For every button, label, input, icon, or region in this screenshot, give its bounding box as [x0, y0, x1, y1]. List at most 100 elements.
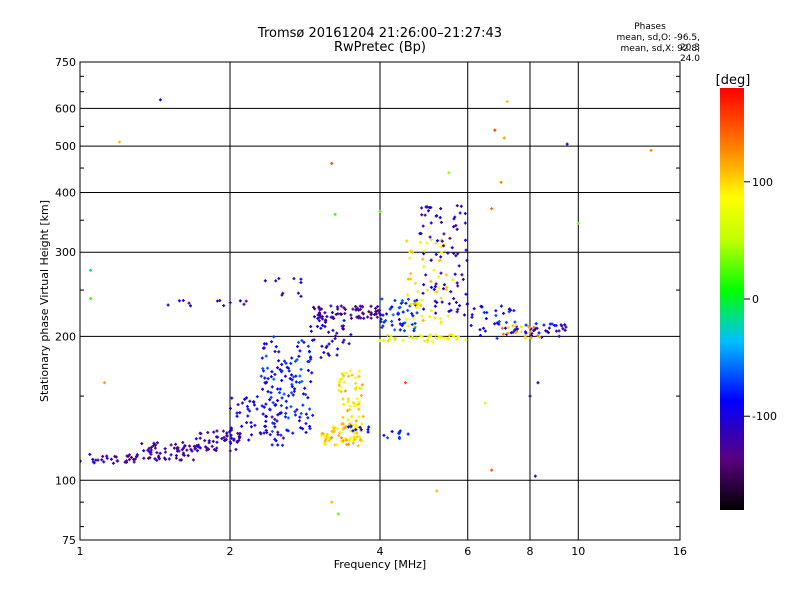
data-point	[212, 448, 216, 452]
y-tick-label: 300	[55, 246, 76, 259]
data-point	[188, 444, 192, 448]
data-point	[426, 336, 430, 340]
data-point	[483, 329, 487, 333]
data-point	[362, 316, 366, 320]
data-point	[485, 311, 489, 315]
data-points	[80, 98, 653, 516]
data-point	[524, 323, 528, 327]
data-point	[330, 161, 334, 165]
data-point	[229, 433, 233, 437]
data-point	[308, 407, 312, 411]
data-point	[355, 315, 359, 319]
data-point	[306, 368, 310, 372]
data-point	[320, 344, 324, 348]
data-point	[222, 304, 226, 308]
data-point	[439, 296, 443, 300]
data-point	[276, 366, 280, 370]
data-point	[419, 298, 423, 302]
data-point	[174, 454, 178, 458]
data-point	[358, 386, 362, 390]
data-point	[515, 327, 519, 331]
data-point	[456, 307, 460, 311]
data-point	[289, 391, 293, 395]
data-point	[493, 322, 497, 326]
data-point	[452, 251, 456, 255]
data-point	[453, 272, 457, 276]
data-point	[242, 302, 246, 306]
data-point	[354, 428, 358, 432]
data-point	[424, 273, 428, 277]
data-point	[537, 331, 541, 335]
data-point	[289, 361, 293, 365]
data-point	[418, 232, 422, 236]
data-point	[158, 451, 162, 455]
data-point	[357, 314, 361, 318]
data-point	[409, 272, 413, 276]
data-point	[270, 340, 274, 344]
data-point	[220, 437, 224, 441]
data-point	[561, 327, 565, 331]
data-point	[294, 380, 298, 384]
data-point	[397, 431, 401, 435]
data-point	[273, 437, 277, 441]
data-point	[157, 455, 161, 459]
data-point	[181, 298, 185, 302]
data-point	[470, 313, 474, 317]
data-point	[303, 386, 307, 390]
data-point	[196, 444, 200, 448]
data-point	[286, 366, 290, 370]
data-point	[114, 455, 118, 459]
data-point	[333, 426, 337, 430]
data-point	[519, 325, 523, 329]
data-point	[348, 422, 352, 426]
x-tick-label: 6	[464, 545, 471, 558]
data-point	[437, 275, 441, 279]
data-point	[199, 432, 203, 436]
data-point	[270, 370, 274, 374]
data-point	[415, 298, 419, 302]
data-point	[437, 286, 441, 290]
data-point	[445, 337, 449, 341]
data-point	[302, 340, 306, 344]
data-point	[341, 397, 345, 401]
data-point	[277, 359, 281, 363]
data-point	[494, 313, 498, 317]
data-point	[270, 429, 274, 433]
data-point	[277, 277, 281, 281]
data-point	[268, 398, 272, 402]
data-point	[245, 404, 249, 408]
data-point	[301, 392, 305, 396]
data-point	[180, 448, 184, 452]
data-point	[132, 457, 136, 461]
data-point	[294, 374, 298, 378]
data-point	[334, 334, 338, 338]
data-point	[438, 336, 442, 340]
data-point	[500, 326, 504, 330]
data-point	[163, 447, 167, 451]
data-point	[393, 328, 397, 332]
data-point	[404, 317, 408, 321]
data-point	[290, 382, 294, 386]
data-point	[225, 431, 229, 435]
data-point	[235, 411, 239, 415]
data-point	[352, 404, 356, 408]
data-point	[401, 310, 405, 314]
data-point	[327, 439, 331, 443]
data-point	[357, 407, 361, 411]
data-point	[361, 414, 365, 418]
data-point	[454, 224, 458, 228]
data-point	[478, 328, 482, 332]
data-point	[515, 330, 519, 334]
data-point	[281, 436, 285, 440]
data-point	[417, 301, 421, 305]
data-point	[452, 297, 456, 301]
data-point	[325, 432, 329, 436]
data-point	[284, 411, 288, 415]
data-point	[460, 273, 464, 277]
data-point	[278, 391, 282, 395]
data-point	[451, 278, 455, 282]
data-point	[304, 430, 308, 434]
data-point	[414, 305, 418, 309]
data-point	[266, 366, 270, 370]
